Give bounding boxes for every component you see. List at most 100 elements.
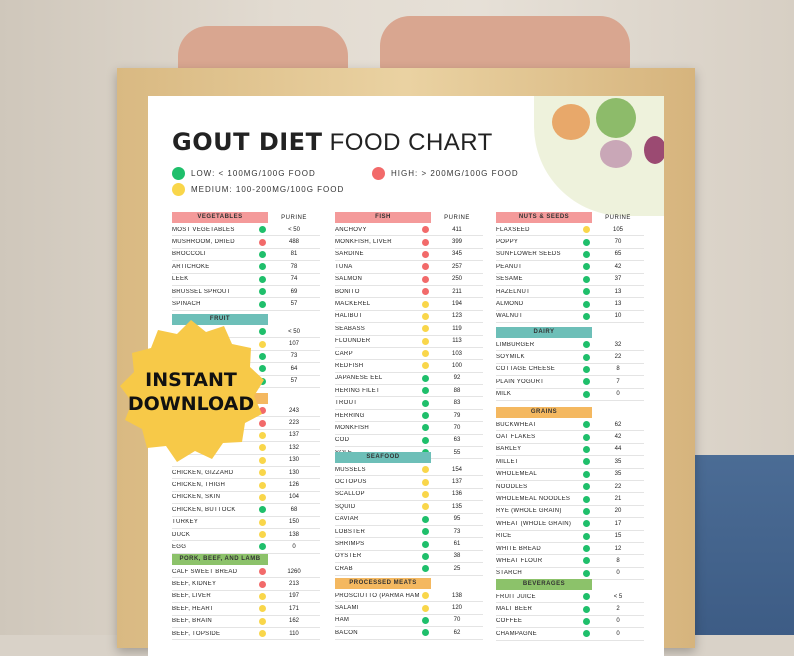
purine-value: 126 — [288, 482, 299, 489]
food-row: HAZELNUT 13 — [496, 286, 644, 299]
food-row: MILK 0 — [496, 389, 644, 401]
purine-value: 105 — [612, 226, 623, 233]
purine-value: 20 — [614, 508, 622, 515]
food-row: OCTOPUS 137 — [335, 476, 483, 489]
food-name: HALIBUT — [335, 313, 363, 320]
level-indicator — [256, 469, 268, 477]
purine-value: 345 — [451, 251, 462, 258]
level-indicator — [256, 419, 268, 427]
purine-column-header: PURINE — [444, 214, 470, 221]
food-name: LEEK — [172, 276, 189, 283]
section-title: SEAFOOD — [335, 452, 431, 463]
level-indicator — [580, 288, 592, 296]
purine-value: 119 — [452, 325, 462, 332]
badge-line-2: DOWNLOAD — [127, 393, 255, 415]
food-name: SQUID — [335, 503, 356, 510]
level-indicator — [256, 531, 268, 539]
level-indicator — [580, 507, 592, 515]
level-dot-icon — [258, 481, 266, 489]
level-dot-icon — [421, 238, 429, 246]
level-indicator — [419, 337, 431, 345]
level-indicator — [419, 412, 431, 420]
level-indicator — [256, 275, 268, 283]
level-indicator — [419, 490, 431, 498]
purine-value: 120 — [451, 605, 462, 612]
level-dot-icon — [421, 424, 429, 432]
food-row: SPINACH 57 — [172, 298, 320, 311]
food-row: WHOLEMEAL NOODLES 21 — [496, 493, 644, 506]
level-dot-icon — [421, 616, 429, 624]
food-name: CHICKEN, GIZZARD — [172, 469, 234, 476]
purine-column-header: PURINE — [281, 214, 307, 221]
level-indicator — [256, 568, 268, 576]
food-row: CHICKEN, BUTTOCK 68 — [172, 504, 320, 517]
purine-value: 42 — [614, 263, 622, 270]
food-row: PROSCIUTTO (PARMA HAM) 138 — [335, 590, 483, 603]
food-name: BROCCOLI — [172, 251, 206, 258]
food-row: PEANUT 42 — [496, 261, 644, 274]
level-dot-icon — [258, 592, 266, 600]
level-dot-icon — [582, 300, 590, 308]
food-row: MUSSELS 154 — [335, 464, 483, 477]
purine-value: 12 — [614, 545, 622, 552]
level-indicator — [256, 328, 268, 336]
level-indicator — [256, 493, 268, 501]
purine-value: 194 — [451, 301, 462, 308]
level-dot-icon — [421, 528, 429, 536]
purine-value: 62 — [614, 421, 622, 428]
level-dot-icon — [582, 569, 590, 577]
level-dot-icon — [582, 365, 590, 373]
food-row: CAVIAR 95 — [335, 514, 483, 526]
food-name: WHOLEMEAL — [496, 471, 538, 478]
food-row: BARLEY 44 — [496, 444, 644, 457]
food-row: HERRING 79 — [335, 410, 483, 423]
section-nuts-seeds: NUTS & SEEDS PURINE FLAXSEED 105 POPPY 70 SUNF… — [496, 212, 644, 324]
food-row: FRUIT JUICE < 5 — [496, 591, 644, 604]
level-indicator — [256, 444, 268, 452]
food-name: BEEF, BRAIN — [172, 618, 212, 625]
food-name: TURKEY — [172, 519, 199, 526]
food-name: CAVIAR — [335, 516, 359, 523]
purine-value: 399 — [451, 239, 462, 246]
section-grains: GRAINS BUCKWHEAT 62 OAT FLAKES 42 BARLEY 44 MIL… — [496, 407, 644, 581]
food-name: SEABASS — [335, 325, 366, 332]
food-row: MUSHROOM, DRIED 488 — [172, 236, 320, 249]
food-row: SUNFLOWER SEEDS 65 — [496, 249, 644, 262]
purine-value: 135 — [451, 503, 462, 510]
food-row: SALAMI 120 — [335, 602, 483, 615]
purine-value: 104 — [288, 494, 299, 501]
food-row: 137 — [172, 430, 320, 443]
level-dot-icon — [421, 629, 429, 637]
level-dot-icon — [258, 407, 266, 415]
level-dot-icon — [582, 312, 590, 320]
food-name: BEEF, TOPSIDE — [172, 630, 221, 637]
food-row: MALT BEER 2 — [496, 603, 644, 616]
purine-value: 73 — [290, 353, 298, 360]
right-hand — [380, 16, 630, 76]
food-row: WALNUT 10 — [496, 311, 644, 324]
level-indicator — [419, 263, 431, 271]
food-row: CARP 103 — [335, 348, 483, 361]
level-indicator — [580, 605, 592, 613]
level-dot-icon — [421, 300, 429, 308]
level-dot-icon — [582, 495, 590, 503]
legend-high: HIGH: > 200MG/100G FOOD — [372, 167, 519, 180]
level-dot-icon — [421, 515, 429, 523]
food-name: PROSCIUTTO (PARMA HAM) — [335, 592, 419, 599]
food-row: BEEF, TOPSIDE 110 — [172, 628, 320, 641]
food-row: DUCK 138 — [172, 529, 320, 542]
food-name: REDFISH — [335, 362, 364, 369]
purine-value: < 5 — [613, 593, 623, 600]
purine-value: 8 — [616, 366, 620, 373]
food-name: NOODLES — [496, 483, 528, 490]
section-header: NUTS & SEEDS PURINE — [496, 212, 644, 223]
level-indicator — [419, 478, 431, 486]
food-name: MUSSELS — [335, 466, 366, 473]
level-indicator — [419, 604, 431, 612]
level-indicator — [419, 325, 431, 333]
level-indicator — [256, 518, 268, 526]
badge-text: INSTANT DOWNLOAD — [116, 368, 266, 416]
purine-value: 10 — [614, 313, 622, 320]
level-indicator — [580, 520, 592, 528]
food-name: EGG — [172, 543, 187, 550]
